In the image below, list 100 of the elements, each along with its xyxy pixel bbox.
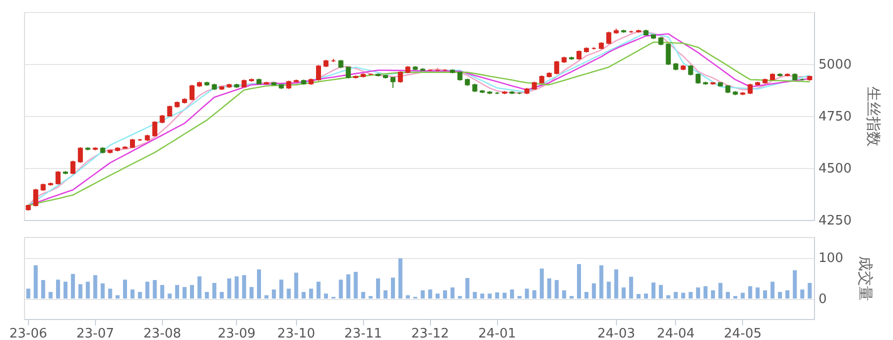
candlestick (696, 72, 701, 84)
bar (264, 295, 268, 298)
bar (785, 290, 790, 298)
bar (696, 287, 700, 298)
candlestick (606, 31, 612, 45)
bar (666, 295, 670, 298)
bar (190, 284, 194, 298)
x-tick-label: 23-07 (76, 326, 114, 340)
bar (808, 282, 812, 298)
bar (309, 288, 314, 298)
bar (748, 286, 752, 298)
bar (316, 282, 321, 298)
bar (436, 294, 440, 298)
bar (726, 292, 730, 298)
bar (234, 276, 239, 298)
bar (279, 280, 284, 298)
bar (175, 284, 180, 298)
bar (704, 286, 708, 298)
bar (220, 292, 224, 298)
bar (361, 292, 366, 298)
bar (272, 289, 276, 298)
bar (488, 294, 492, 298)
bar (182, 287, 187, 298)
y-axis-title: 生丝指数 (864, 86, 883, 146)
bar (324, 294, 328, 298)
bar (130, 289, 134, 298)
x-tick-label: 23-11 (344, 326, 382, 340)
bar (302, 292, 306, 298)
bar (376, 278, 380, 298)
bar (428, 289, 432, 298)
bar (123, 280, 128, 298)
bar (78, 284, 82, 298)
bar (56, 280, 60, 298)
bar (554, 280, 559, 298)
bar (168, 294, 172, 298)
bar (778, 292, 782, 298)
bar (540, 268, 544, 298)
bar (636, 294, 641, 298)
bar (674, 292, 678, 298)
bar (242, 275, 246, 298)
bar (100, 283, 105, 298)
bar (338, 280, 343, 298)
bar (577, 264, 582, 298)
x-tick-label: 23-06 (9, 326, 48, 340)
bar (584, 292, 588, 298)
bar (450, 287, 454, 298)
candlestick (576, 50, 582, 60)
bar (256, 269, 261, 298)
bar (384, 290, 388, 298)
bar (63, 282, 68, 298)
bar (443, 290, 448, 298)
bar (250, 287, 254, 298)
bar (108, 288, 112, 298)
bar (651, 282, 656, 298)
bar (614, 269, 618, 298)
x-tick-label: 24-05 (724, 326, 762, 340)
bar (70, 274, 75, 298)
y-tick-label: 4250 (818, 214, 852, 228)
bar (212, 282, 216, 298)
bar (346, 274, 350, 298)
bar (480, 294, 484, 298)
candlestick (688, 64, 694, 76)
bar (26, 288, 30, 298)
candlestick (316, 64, 322, 82)
bar (354, 272, 358, 298)
bar (116, 295, 120, 298)
bar (718, 282, 722, 298)
x-tick-label: 24-01 (478, 326, 516, 340)
candlestick (78, 146, 83, 164)
bar (629, 276, 634, 298)
x-tick-label: 23-12 (411, 326, 450, 340)
y-axis-title: 成交量 (856, 256, 874, 301)
candlestick (748, 83, 753, 95)
bar (547, 278, 552, 298)
bar (606, 282, 611, 298)
bar (770, 282, 775, 298)
candlestick (33, 188, 38, 207)
bar (160, 284, 164, 298)
bar (495, 292, 500, 298)
bar (710, 290, 715, 298)
bar (294, 272, 298, 298)
bar (763, 290, 768, 298)
x-tick-label: 23-09 (218, 326, 256, 340)
bar (740, 292, 745, 298)
bar (756, 287, 760, 298)
bar (286, 288, 291, 298)
bar (197, 276, 202, 298)
candlestick (190, 84, 195, 101)
bar (420, 290, 425, 298)
bar (93, 275, 98, 298)
candlestick (56, 170, 61, 186)
bar (41, 280, 46, 298)
candlestick (554, 60, 560, 75)
bar (138, 292, 142, 298)
bar (792, 270, 797, 298)
candlestick (70, 160, 76, 175)
x-tick-label: 24-04 (656, 326, 695, 340)
bar (398, 258, 402, 298)
x-tick-label: 23-10 (277, 326, 316, 340)
x-tick-label: 23-08 (143, 326, 182, 340)
